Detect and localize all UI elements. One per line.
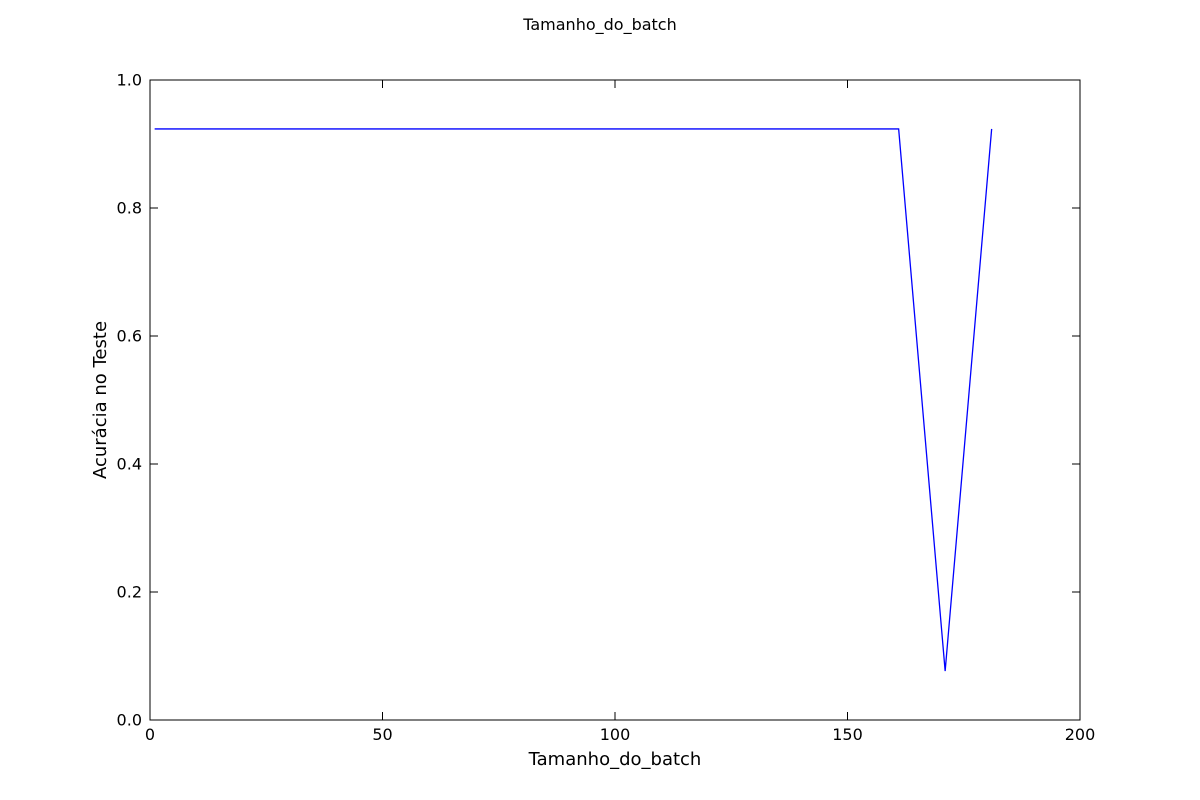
y-tick-label: 0.8 [117,199,142,218]
series-layer [154,128,993,672]
y-tick-label: 1.0 [117,71,142,90]
chart-title: Tamanho_do_batch [522,15,677,35]
x-tick-label: 200 [1065,725,1096,744]
x-tick-label: 50 [372,725,392,744]
x-tick-label: 100 [600,725,631,744]
y-axis-label: Acurácia no Teste [90,321,111,479]
x-axis-label: Tamanho_do_batch [528,749,702,770]
y-tick-label: 0.6 [117,327,142,346]
x-tick-label: 0 [145,725,155,744]
y-tick-label: 0.0 [117,711,142,730]
x-tick-label: 150 [832,725,863,744]
y-axis-ticks: 0.0 0.2 0.4 0.6 0.8 1.0 [117,71,1080,730]
x-axis-ticks: 0 50 100 150 200 [145,80,1095,744]
series-line [154,128,993,672]
y-tick-label: 0.4 [117,455,142,474]
y-tick-label: 0.2 [117,583,142,602]
